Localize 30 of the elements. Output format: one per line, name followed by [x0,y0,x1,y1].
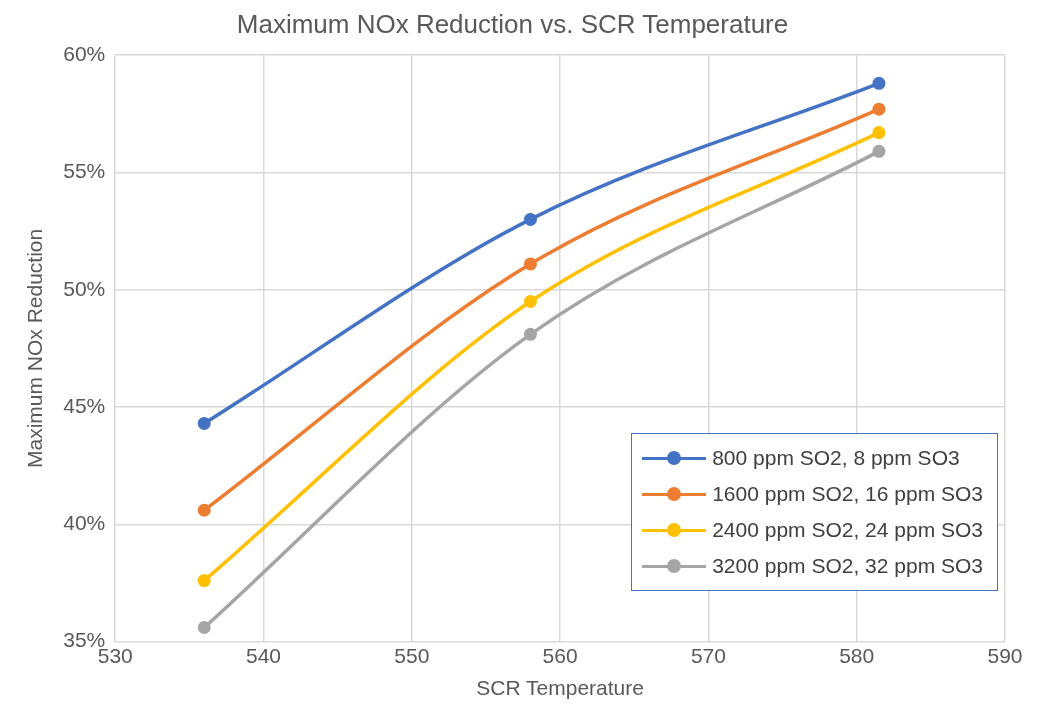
x-tick-label: 550 [394,644,430,667]
point [197,621,211,635]
point [523,327,537,341]
legend-label: 1600 ppm SO2, 16 ppm SO3 [712,482,983,506]
x-tick-label: 590 [987,644,1023,667]
y-tick-label: 40% [63,511,106,535]
x-tick-label: 560 [542,644,578,667]
point [197,416,211,430]
x-tick-label: 580 [839,644,875,667]
point [197,503,211,517]
y-tick-label: 45% [63,393,106,417]
point [872,102,886,116]
y-tick-label: 60% [63,42,106,65]
y-axis-title: Maximum NOx Reduction [23,228,47,469]
point [872,126,886,140]
point [872,144,886,158]
legend-label: 800 ppm SO2, 8 ppm SO3 [712,446,960,470]
point [523,257,537,271]
x-tick-label: 540 [246,644,282,667]
y-tick-label: 55% [63,159,106,183]
point [197,574,211,588]
y-tick-label: 50% [63,276,106,300]
legend-label: 2400 ppm SO2, 24 ppm SO3 [712,518,983,542]
chart-title: Maximum NOx Reduction vs. SCR Temperature [236,8,789,39]
x-tick-label: 570 [690,644,726,667]
x-axis-title: SCR Temperature [476,676,644,700]
legend-label: 3200 ppm SO2, 32 ppm SO3 [712,554,983,578]
point [523,294,537,308]
point [872,76,886,90]
point [523,212,537,226]
